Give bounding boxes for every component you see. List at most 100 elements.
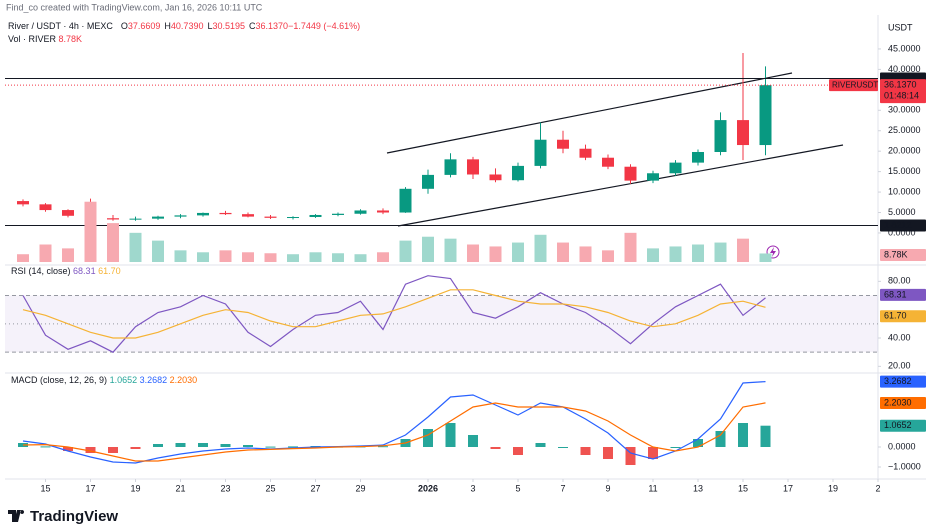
histogram-bar [108, 447, 118, 453]
volume-bar [107, 223, 119, 262]
volume-bar [512, 242, 524, 262]
histogram-bar [738, 423, 748, 447]
x-tick-label: 17 [783, 483, 793, 493]
axis-tag [880, 375, 926, 388]
histogram-bar [175, 443, 186, 447]
candle-body [17, 201, 29, 205]
candle-body [129, 218, 142, 220]
histogram-bar [265, 446, 276, 448]
candle-body [264, 216, 277, 218]
histogram-bar [153, 444, 163, 447]
x-tick-label: 5 [515, 483, 520, 493]
ohlc-item: 40.7390 [171, 21, 204, 31]
candle-body [219, 212, 232, 215]
axis-tag-label: 37.7861 [884, 73, 917, 83]
histogram-bar [378, 446, 388, 448]
axis-tag-label: 8.78K [884, 249, 908, 259]
axis-tag [880, 288, 926, 301]
x-tick-label: 7 [560, 483, 565, 493]
volume-bar [39, 244, 52, 262]
axis-tag-label: 3.2682 [884, 376, 912, 386]
x-tick-label: 3 [470, 483, 475, 493]
axis-tag-label: 1.0652 [884, 420, 912, 430]
candle-body [39, 204, 52, 211]
brand-logo: TradingView [8, 508, 118, 525]
histogram-bar [625, 447, 636, 465]
axis-tag-label: 61.70 [884, 311, 907, 321]
volume-bar [197, 252, 209, 262]
candle-body [354, 210, 367, 214]
volume-bar [579, 246, 592, 262]
credit: Find_co created with TradingView.com, Ja… [6, 2, 263, 12]
candle-body [467, 159, 479, 175]
histogram-bar [220, 444, 231, 447]
histogram-bar [243, 445, 253, 447]
logo-mark [8, 510, 25, 522]
candle-body [309, 214, 322, 218]
macd-value: 3.2682 [140, 375, 168, 385]
axis-tag-label: 1.8212 [884, 220, 912, 230]
histogram-bar [130, 447, 141, 449]
volume-bar [242, 252, 254, 262]
histogram-bar [198, 443, 208, 447]
candle-body [489, 174, 502, 181]
candle-body [174, 215, 187, 217]
volume-bar [692, 244, 704, 262]
histogram-bar [445, 423, 456, 447]
histogram-bar [288, 446, 298, 448]
candle-body [647, 173, 659, 181]
histogram-bar [423, 429, 433, 447]
volume-bar [647, 248, 659, 262]
candle-body [737, 120, 749, 146]
price-legend: River / USDT · 4h · MEXC O37.6609 H40.7390… [8, 21, 360, 31]
x-tick-label: 15 [738, 483, 748, 493]
ohlc-legend: O37.6609 H40.7390 L30.5195 C36.1370−1.7449 … [121, 21, 360, 31]
macd-legend: MACD (close, 12, 26, 9) 1.0652 3.2682 2.… [11, 375, 197, 385]
y-tick-label: 5.0000 [888, 207, 916, 217]
brand: TradingView [30, 508, 118, 525]
series-line [22, 289, 766, 339]
volume-bar [129, 232, 142, 262]
histogram-bar [670, 447, 681, 448]
x-tick-label: 21 [175, 483, 185, 493]
candle-body [399, 188, 412, 213]
y-tick-label: 10.0000 [888, 186, 921, 196]
ohlc-item: O [121, 21, 128, 31]
candle-body [444, 159, 457, 175]
ohlc-item: H [164, 21, 171, 31]
volume-bar [422, 236, 434, 262]
volume-bar [354, 254, 367, 262]
volume-bar [714, 242, 727, 262]
volume-bar [84, 201, 97, 262]
rsi-value: 68.31 [73, 266, 96, 276]
ohlc-item: L [207, 21, 212, 31]
y-tick-label: 0.0000 [888, 227, 916, 237]
signal-value: 2.2030 [170, 375, 198, 385]
volume-bar [759, 253, 772, 262]
axis-tag [880, 310, 926, 323]
rsi-title: RSI (14, close) [11, 266, 71, 276]
axis-tag [880, 249, 926, 261]
volume-bar [309, 252, 322, 262]
candle-body [534, 139, 547, 166]
candle-body [512, 165, 524, 181]
candle-body [692, 151, 704, 163]
histogram-bar [648, 447, 658, 459]
y-tick-label: −1.0000 [888, 461, 921, 471]
ohlc-item: 36.1370 [256, 21, 289, 31]
volume-bar [624, 232, 637, 262]
series-line [22, 275, 766, 353]
volume-bar [467, 244, 479, 262]
volume-bar [399, 240, 412, 262]
ohlc-item: C [249, 21, 256, 31]
histogram-bar [40, 446, 51, 448]
volume-bar [287, 254, 299, 262]
histogram-bar [468, 435, 478, 447]
y-tick-label: 30.0000 [888, 105, 921, 115]
volume-bar [489, 246, 502, 262]
candle-body [759, 85, 772, 146]
candle-body [714, 120, 727, 152]
volume-bar [534, 234, 547, 262]
